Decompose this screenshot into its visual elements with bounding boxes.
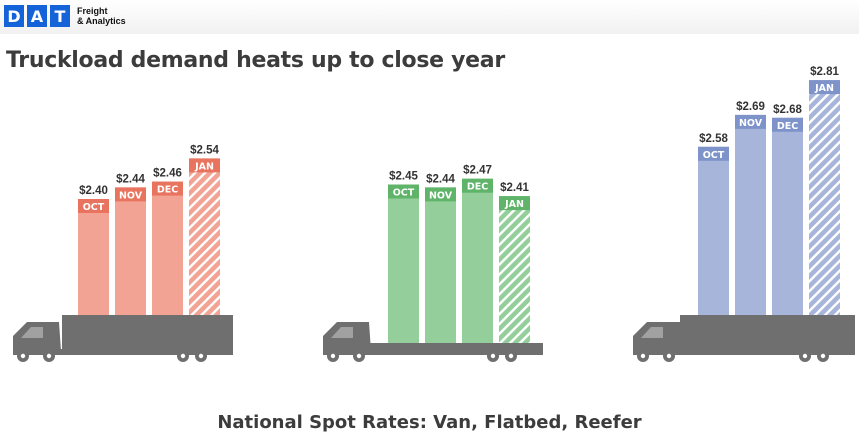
- month-label-box: [425, 187, 456, 202]
- month-label-box: [189, 158, 220, 173]
- bar-dec: [462, 178, 493, 343]
- month-label: DEC: [157, 185, 178, 196]
- value-label: $2.40: [79, 185, 108, 197]
- value-label: $2.58: [699, 133, 728, 145]
- month-label: DEC: [467, 182, 488, 193]
- logo-letter-d: D: [4, 5, 24, 27]
- month-label: JAN: [814, 83, 834, 94]
- value-label: $2.47: [463, 165, 492, 177]
- wheel-hub-icon: [508, 353, 514, 359]
- wheel-hub-icon: [490, 353, 496, 359]
- trailer-box: [62, 315, 233, 355]
- bar-jan: [809, 80, 840, 315]
- chassis: [633, 349, 855, 355]
- value-label: $2.81: [810, 66, 839, 78]
- month-label-box: [152, 181, 183, 196]
- header-bar: [0, 0, 859, 34]
- month-label-box: [735, 114, 766, 129]
- bar-dec: [152, 181, 183, 315]
- logo-tagline-line1: Freight: [77, 6, 108, 16]
- value-label: $2.44: [426, 173, 455, 185]
- wheel-hub-icon: [356, 353, 362, 359]
- chart-flatbed: OCT $2.45 NOV $2.44 DEC $2.47 JAN $2.41: [323, 165, 543, 362]
- truck-icon: [323, 322, 543, 362]
- month-label: JAN: [504, 199, 524, 210]
- value-label: $2.69: [736, 101, 765, 113]
- month-label-box: [772, 117, 803, 132]
- chart-reefer: OCT $2.58 NOV $2.69 DEC $2.68 JAN $2.81: [633, 66, 855, 362]
- bar-nov: [425, 187, 456, 343]
- cab-window: [331, 327, 353, 338]
- month-label-box: [499, 196, 530, 211]
- value-label: $2.44: [116, 173, 145, 185]
- wheel-hub-icon: [46, 353, 52, 359]
- logo-letter-a: A: [27, 5, 47, 27]
- month-label-box: [462, 178, 493, 193]
- page-title: Truckload demand heats up to close year: [6, 48, 505, 73]
- month-label: NOV: [119, 190, 143, 201]
- value-label: $2.41: [500, 182, 529, 194]
- wheel-hub-icon: [20, 353, 26, 359]
- wheel-hub-icon: [198, 353, 204, 359]
- wheel-hub-icon: [820, 353, 826, 359]
- truck-icon: [633, 315, 855, 362]
- bar-nov: [115, 187, 146, 315]
- chart-van: OCT $2.40 NOV $2.44 DEC $2.46 JAN $2.54: [13, 144, 233, 362]
- cab-window: [641, 327, 663, 338]
- bar-jan: [499, 196, 530, 343]
- month-label: OCT: [393, 188, 415, 199]
- value-label: $2.54: [190, 144, 219, 156]
- month-label-box: [115, 187, 146, 202]
- month-label: NOV: [429, 190, 453, 201]
- value-label: $2.46: [153, 168, 182, 180]
- month-label-box: [78, 199, 109, 213]
- bar-oct: [78, 199, 109, 315]
- truck-icon: [13, 315, 233, 362]
- chassis: [323, 349, 543, 355]
- chassis: [13, 349, 233, 355]
- month-label: OCT: [83, 202, 105, 213]
- logo-tagline: Freight & Analytics: [77, 6, 126, 26]
- month-label-box: [388, 184, 419, 199]
- cab-body: [633, 322, 681, 351]
- dat-logo[interactable]: D A T Freight & Analytics: [4, 3, 126, 29]
- wheel-hub-icon: [640, 353, 646, 359]
- cab-body: [13, 322, 61, 351]
- wheel-hub-icon: [666, 353, 672, 359]
- month-label-box: [698, 146, 729, 161]
- bar-nov: [735, 114, 766, 316]
- month-label: JAN: [194, 161, 214, 172]
- month-label: NOV: [739, 118, 763, 129]
- month-label: DEC: [777, 121, 798, 132]
- bar-dec: [772, 117, 803, 315]
- trailer-box: [680, 315, 855, 355]
- month-label-box: [809, 80, 840, 95]
- wheel-hub-icon: [802, 353, 808, 359]
- cab-body: [323, 322, 371, 351]
- logo-letter-t: T: [50, 5, 70, 27]
- footer-caption: National Spot Rates: Van, Flatbed, Reefe…: [217, 412, 642, 433]
- bar-oct: [698, 146, 729, 315]
- wheel-hub-icon: [330, 353, 336, 359]
- bar-oct: [388, 184, 419, 343]
- cab-window: [21, 327, 43, 338]
- flatbed-deck: [366, 343, 543, 351]
- value-label: $2.45: [389, 171, 418, 183]
- logo-tagline-line2: & Analytics: [77, 16, 126, 26]
- month-label: OCT: [703, 150, 725, 161]
- bar-jan: [189, 158, 220, 315]
- wheel-hub-icon: [180, 353, 186, 359]
- value-label: $2.68: [773, 104, 802, 116]
